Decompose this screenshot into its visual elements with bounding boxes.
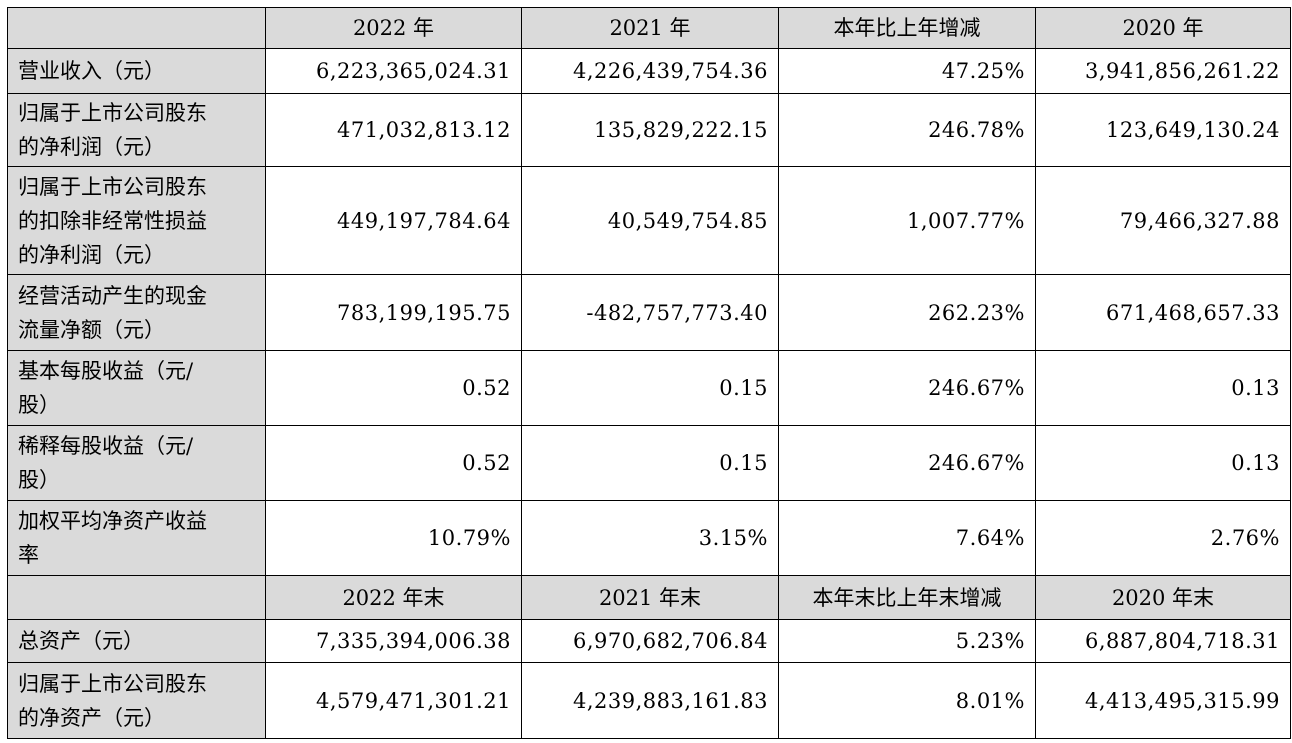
table-row-adjusted-net-profit: 归属于上市公司股东 的扣除非经常性损益 的净利润（元） 449,197,784.…	[7, 166, 1291, 275]
cell-change: 262.23%	[778, 274, 1036, 351]
cell-change: 47.25%	[778, 48, 1036, 94]
cell-2021: 0.15	[521, 350, 779, 426]
cell-2021: 0.15	[521, 425, 779, 501]
cell-change: 8.01%	[778, 662, 1036, 739]
cell-change: 246.78%	[778, 93, 1036, 167]
row-label: 经营活动产生的现金 流量净额（元）	[7, 274, 266, 351]
cell-2021: -482,757,773.40	[521, 274, 779, 351]
table-row-weighted-roe: 加权平均净资产收益 率 10.79% 3.15% 7.64% 2.76%	[7, 500, 1291, 576]
cell-change: 246.67%	[778, 425, 1036, 501]
row-label: 稀释每股收益（元/ 股）	[7, 425, 266, 501]
cell-2021: 4,239,883,161.83	[521, 662, 779, 739]
header-col-2021: 2021 年	[521, 7, 779, 49]
cell-2020: 2.76%	[1035, 500, 1291, 576]
cell-2021: 40,549,754.85	[521, 166, 779, 275]
cell-2020: 4,413,495,315.99	[1035, 662, 1291, 739]
row-label: 归属于上市公司股东 的净利润（元）	[7, 93, 266, 167]
header-col-2020-end: 2020 年末	[1035, 575, 1291, 620]
header-blank-cell	[7, 7, 266, 49]
cell-change: 5.23%	[778, 619, 1036, 663]
header-row-annual: 2022 年 2021 年 本年比上年增减 2020 年	[7, 7, 1291, 49]
cell-2020: 0.13	[1035, 425, 1291, 501]
table-row-net-profit: 归属于上市公司股东 的净利润（元） 471,032,813.12 135,829…	[7, 93, 1291, 167]
table-row-operating-cash-flow: 经营活动产生的现金 流量净额（元） 783,199,195.75 -482,75…	[7, 274, 1291, 351]
cell-2022: 0.52	[265, 425, 522, 501]
cell-2022: 4,579,471,301.21	[265, 662, 522, 739]
cell-2022: 7,335,394,006.38	[265, 619, 522, 663]
row-label: 基本每股收益（元/ 股）	[7, 350, 266, 426]
cell-2022: 783,199,195.75	[265, 274, 522, 351]
header-col-2022: 2022 年	[265, 7, 522, 49]
cell-2021: 6,970,682,706.84	[521, 619, 779, 663]
cell-2020: 0.13	[1035, 350, 1291, 426]
table-row-basic-eps: 基本每股收益（元/ 股） 0.52 0.15 246.67% 0.13	[7, 350, 1291, 426]
header-row-year-end: 2022 年末 2021 年末 本年末比上年末增减 2020 年末	[7, 575, 1291, 620]
cell-2022: 471,032,813.12	[265, 93, 522, 167]
financial-summary-table: 2022 年 2021 年 本年比上年增减 2020 年 营业收入（元） 6,2…	[7, 7, 1291, 739]
cell-2022: 10.79%	[265, 500, 522, 576]
header-col-2022-end: 2022 年末	[265, 575, 522, 620]
header-col-change: 本年比上年增减	[778, 7, 1036, 49]
cell-2021: 4,226,439,754.36	[521, 48, 779, 94]
header-col-change-end: 本年末比上年末增减	[778, 575, 1036, 620]
cell-2021: 3.15%	[521, 500, 779, 576]
cell-2020: 3,941,856,261.22	[1035, 48, 1291, 94]
table-row-revenue: 营业收入（元） 6,223,365,024.31 4,226,439,754.3…	[7, 48, 1291, 94]
cell-2020: 6,887,804,718.31	[1035, 619, 1291, 663]
row-label: 营业收入（元）	[7, 48, 266, 94]
cell-2022: 449,197,784.64	[265, 166, 522, 275]
cell-change: 7.64%	[778, 500, 1036, 576]
cell-2020: 671,468,657.33	[1035, 274, 1291, 351]
cell-change: 246.67%	[778, 350, 1036, 426]
row-label: 归属于上市公司股东 的扣除非经常性损益 的净利润（元）	[7, 166, 266, 275]
header-col-2021-end: 2021 年末	[521, 575, 779, 620]
table-row-total-assets: 总资产（元） 7,335,394,006.38 6,970,682,706.84…	[7, 619, 1291, 663]
cell-2020: 79,466,327.88	[1035, 166, 1291, 275]
cell-2022: 0.52	[265, 350, 522, 426]
table-row-net-assets: 归属于上市公司股东 的净资产（元） 4,579,471,301.21 4,239…	[7, 662, 1291, 739]
cell-2020: 123,649,130.24	[1035, 93, 1291, 167]
row-label: 总资产（元）	[7, 619, 266, 663]
table-row-diluted-eps: 稀释每股收益（元/ 股） 0.52 0.15 246.67% 0.13	[7, 425, 1291, 501]
header-blank-cell	[7, 575, 266, 620]
header-col-2020: 2020 年	[1035, 7, 1291, 49]
row-label: 加权平均净资产收益 率	[7, 500, 266, 576]
cell-2022: 6,223,365,024.31	[265, 48, 522, 94]
cell-change: 1,007.77%	[778, 166, 1036, 275]
row-label: 归属于上市公司股东 的净资产（元）	[7, 662, 266, 739]
cell-2021: 135,829,222.15	[521, 93, 779, 167]
